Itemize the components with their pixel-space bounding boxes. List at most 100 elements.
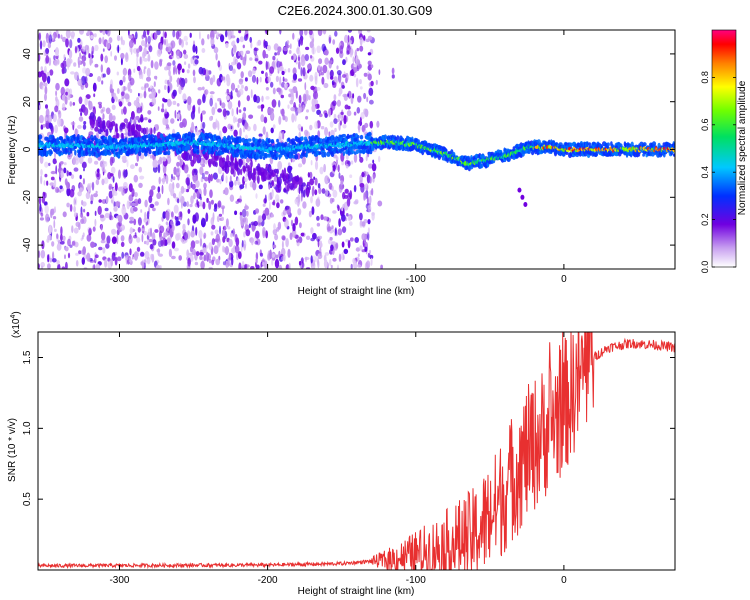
spectrogram-noise-cell	[340, 180, 344, 186]
spectrogram-noise-cell	[79, 108, 83, 112]
spectrogram-noise-cell	[63, 162, 67, 166]
spectrogram-noise-cell	[133, 100, 138, 106]
spectrogram-noise-cell	[144, 211, 147, 221]
spectrogram-ridge-core	[234, 146, 238, 149]
spectrogram-noise-cell	[298, 184, 301, 195]
spectrogram-noise-cell	[152, 239, 157, 246]
spectrogram-noise-cell	[323, 216, 328, 221]
spectrogram-noise-cell	[140, 105, 143, 113]
spectrogram-noise-cell	[144, 82, 147, 93]
spectrogram-ridge-core	[212, 141, 215, 145]
spectrogram-noise-cell	[276, 51, 280, 56]
spectrogram-noise-cell	[61, 67, 65, 75]
spectrogram-noise-cell	[314, 160, 319, 170]
spectrogram-noise-cell	[69, 39, 73, 49]
spectrogram-noise-cell	[97, 205, 102, 215]
spectrogram-noise-cell	[292, 53, 297, 61]
spectrogram-noise-cell	[238, 30, 242, 34]
spectrogram-noise-cell	[285, 205, 290, 210]
spectrogram-noise-cell	[277, 46, 282, 53]
spectrogram-noise-cell	[278, 88, 283, 96]
spectrogram-noise-cell	[192, 69, 196, 77]
spectrogram-ridge-cell	[291, 138, 296, 144]
spectrogram-noise-cell	[271, 259, 274, 266]
spectrogram-noise-cell	[190, 149, 194, 156]
spectrogram-noise-cell	[300, 57, 306, 67]
spectrogram-noise-cell	[304, 30, 308, 36]
spectrogram-noise-cell	[349, 174, 353, 178]
spectrogram-noise-cell	[359, 212, 363, 221]
spectrogram-noise-cell	[215, 118, 218, 127]
spectrogram-noise-cell	[171, 241, 176, 249]
spectrogram-noise-cell	[341, 206, 344, 212]
spectrogram-noise-cell	[124, 93, 130, 100]
spectrogram-noise-cell	[326, 70, 330, 80]
spectrogram-noise-cell	[204, 176, 209, 182]
spectrogram-noise-cell	[378, 155, 381, 163]
spectrogram-noise-cell	[190, 110, 195, 120]
spectrogram-noise-cell	[54, 206, 56, 213]
spectrogram-noise-cell	[78, 250, 82, 255]
spectrogram-noise-cell	[164, 38, 166, 46]
spectrogram-ridge-core	[242, 146, 245, 151]
spectrogram-noise-cell	[217, 200, 222, 208]
spectrogram-noise-cell	[176, 161, 180, 167]
spectrogram-noise-cell	[162, 157, 167, 162]
spectrogram-noise-cell	[67, 92, 71, 101]
spectrogram-noise-cell	[40, 169, 43, 176]
spectrogram-noise-cell	[73, 205, 76, 213]
spectrogram-noise-cell	[272, 124, 276, 129]
spectrogram-noise-cell	[100, 224, 103, 231]
spectrogram-noise-cell	[355, 247, 361, 252]
spectrogram-noise-cell	[320, 66, 323, 76]
spectrogram-noise-cell	[93, 193, 98, 198]
spectrogram-noise-cell	[176, 232, 182, 240]
spectrogram-noise-cell	[309, 178, 315, 186]
spectrogram-noise-cell	[274, 258, 280, 269]
spectrogram-noise-cell	[210, 36, 215, 47]
spectrogram-noise-cell	[311, 187, 315, 197]
spectrogram-noise-cell	[341, 241, 345, 248]
spectrogram-noise-cell	[160, 108, 165, 113]
spectrogram-noise-cell	[216, 32, 220, 38]
spectrogram-noise-cell	[331, 185, 334, 192]
spectrogram-noise-cell	[308, 210, 312, 218]
spectrogram-noise-cell	[173, 66, 175, 76]
spectrogram-noise-cell	[162, 97, 166, 102]
spectrogram-noise-cell	[310, 255, 313, 264]
spectrogram-noise-cell	[136, 237, 141, 243]
spectrogram-noise-cell	[171, 173, 173, 181]
spectrogram-noise-cell	[331, 241, 337, 246]
spectrogram-noise-cell	[211, 259, 215, 266]
spectrogram-noise-cell	[203, 153, 207, 159]
spectrogram-noise-cell	[180, 77, 186, 88]
spectrogram-noise-cell	[140, 261, 144, 266]
spectrogram-noise-cell	[127, 101, 132, 107]
spectrogram-noise-cell	[147, 35, 151, 44]
spectrogram-noise-cell	[316, 222, 321, 227]
spectrogram-noise-cell	[116, 234, 119, 245]
spectrogram-noise-cell	[148, 238, 153, 243]
spectrogram-noise-cell	[278, 264, 283, 269]
spectrogram-noise-cell	[336, 65, 339, 70]
spectrogram-noise-cell	[77, 48, 80, 53]
spectrogram-noise-cell	[216, 178, 221, 183]
spectrogram-noise-cell	[129, 220, 134, 224]
spectrogram-noise-cell	[46, 180, 49, 186]
spectrogram-noise-cell	[74, 241, 79, 248]
spectrogram-noise-cell	[84, 82, 89, 89]
spectrogram-noise-cell	[241, 240, 244, 248]
spectrogram-noise-cell	[220, 205, 226, 210]
spectrogram-ridge-cell	[107, 151, 112, 156]
spectrogram-noise-cell	[172, 176, 176, 181]
spectrogram-noise-cell	[198, 106, 201, 114]
spectrogram-noise-cell	[164, 66, 169, 71]
spectrogram-noise-cell	[199, 252, 204, 256]
spectrogram-noise-cell	[299, 30, 304, 37]
spectrogram-noise-cell	[208, 242, 213, 251]
spectrogram-noise-cell	[367, 60, 372, 66]
spectrogram-noise-cell	[341, 160, 345, 166]
spectrogram-noise-cell	[165, 124, 170, 129]
spectrogram-noise-cell	[302, 93, 307, 103]
spectrogram-noise-cell	[234, 245, 240, 254]
